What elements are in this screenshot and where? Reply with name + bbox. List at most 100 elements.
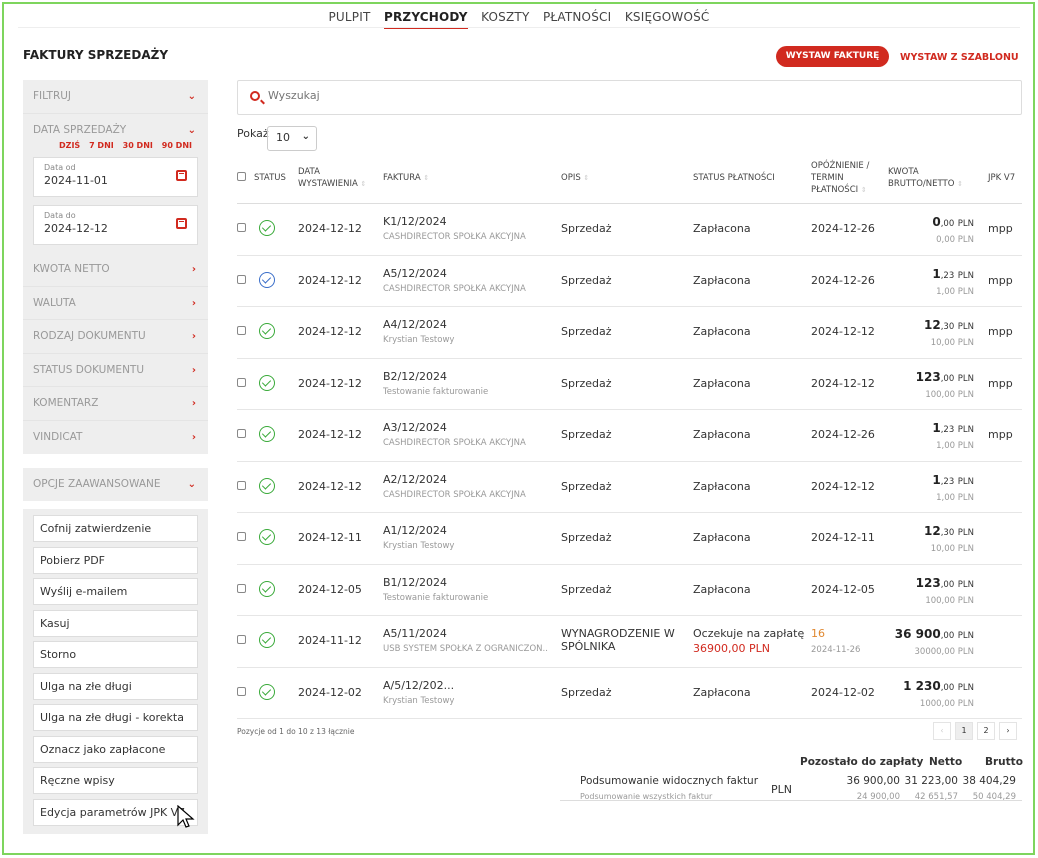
payment-amount-due: 36900,00 PLN bbox=[693, 642, 770, 655]
page-size-select[interactable]: 10 ⌄ bbox=[267, 126, 317, 151]
header-desc[interactable]: OPIS ⇕ bbox=[561, 172, 589, 184]
issue-from-template-button[interactable]: WYSTAW Z SZABLONU bbox=[900, 52, 1019, 63]
row-checkbox[interactable] bbox=[237, 223, 246, 232]
filter-net-amount[interactable]: KWOTA NETTO › bbox=[23, 253, 208, 287]
filter-header[interactable]: FILTRUJ ⌄ bbox=[23, 80, 208, 114]
header-invoice[interactable]: FAKTURA ⇕ bbox=[383, 172, 429, 184]
invoice-number[interactable]: A4/12/2024 bbox=[383, 318, 447, 331]
table-row[interactable]: 2024-12-05 B1/12/2024 Testowanie fakturowa… bbox=[237, 565, 1022, 616]
description: Sprzedaż bbox=[561, 273, 612, 287]
date-from-field[interactable]: Data od 2024-11-01 bbox=[33, 157, 198, 197]
calendar-icon[interactable] bbox=[176, 218, 187, 229]
action-bad-debt-correction[interactable]: Ulga na złe długi - korekta bbox=[33, 704, 198, 731]
filter-document-type[interactable]: RODZAJ DOKUMENTU › bbox=[23, 320, 208, 354]
invoice-number[interactable]: A/5/12/202... bbox=[383, 678, 455, 692]
action-send-email[interactable]: Wyślij e-mailem bbox=[33, 578, 198, 605]
header-desc-label: OPIS bbox=[561, 173, 581, 183]
table-row[interactable]: 2024-12-12 B2/12/2024 Testowanie fakturowa… bbox=[237, 359, 1022, 410]
row-checkbox[interactable] bbox=[237, 583, 246, 593]
table-row[interactable]: 2024-12-12 A2/12/2024 CASHDIRECTOR SPÓŁKA … bbox=[237, 462, 1022, 513]
row-checkbox[interactable] bbox=[237, 532, 246, 541]
action-manual-entries[interactable]: Ręczne wpisy bbox=[33, 767, 198, 794]
table-row[interactable]: 2024-11-12 A5/11/2024 USB SYSTEM SPÓŁKA Z … bbox=[237, 616, 1022, 668]
page-2-button[interactable]: 2 bbox=[977, 722, 995, 740]
action-mark-paid[interactable]: Oznacz jako zapłacone bbox=[33, 735, 198, 763]
issue-invoice-button[interactable]: WYSTAW FAKTURĘ bbox=[776, 46, 889, 67]
filter-document-status[interactable]: STATUS DOKUMENTU › bbox=[23, 354, 208, 387]
header-payment-status[interactable]: STATUS PŁATNOŚCI bbox=[693, 173, 775, 183]
quick-today[interactable]: DZIŚ bbox=[59, 141, 81, 150]
nav-platnosci[interactable]: PŁATNOŚCI bbox=[542, 10, 612, 24]
invoice-number[interactable]: A5/12/2024 bbox=[383, 266, 447, 280]
prev-page-button[interactable]: ‹ bbox=[933, 722, 951, 740]
invoice-number[interactable]: K1/12/2024 bbox=[383, 215, 447, 228]
header-amount[interactable]: KWOTA BRUTTO/NETTO ⇕ bbox=[888, 166, 963, 190]
summary-divider bbox=[560, 800, 1022, 801]
nav-przychody[interactable]: PRZYCHODY bbox=[383, 10, 468, 29]
summary-currency: PLN bbox=[771, 783, 792, 796]
table-row[interactable]: 2024-12-11 A1/12/2024 Krystian Testowy Sprz… bbox=[237, 513, 1022, 565]
invoice-number[interactable]: A5/11/2024 bbox=[383, 627, 447, 640]
filter-sale-date[interactable]: DATA SPRZEDAŻY ⌄ bbox=[23, 114, 208, 148]
invoice-number[interactable]: A3/12/2024 bbox=[383, 421, 447, 434]
issue-date: 2024-12-12 bbox=[298, 325, 362, 338]
filter-currency[interactable]: WALUTA › bbox=[23, 287, 208, 320]
gross-currency: PLN bbox=[957, 579, 974, 590]
row-checkbox[interactable] bbox=[237, 686, 246, 696]
gross-amount: 36 900,00 PLN bbox=[889, 627, 974, 641]
row-checkbox[interactable] bbox=[237, 274, 246, 284]
next-page-button[interactable]: › bbox=[999, 722, 1017, 740]
nav-pulpit[interactable]: PULPIT bbox=[328, 10, 371, 24]
date-to-field[interactable]: Data do 2024-12-12 bbox=[33, 205, 198, 245]
header-delay[interactable]: OPÓŹNIENIE / TERMIN PŁATNOŚCI ⇕ bbox=[811, 160, 869, 196]
row-checkbox[interactable] bbox=[237, 326, 246, 335]
table-row[interactable]: 2024-12-02 A/5/12/202... Krystian Testowy S… bbox=[237, 668, 1022, 719]
due-date: 2024-12-12 bbox=[811, 376, 875, 390]
action-undo-approval[interactable]: Cofnij zatwierdzenie bbox=[33, 515, 198, 542]
jpk-code: mpp bbox=[988, 428, 1013, 441]
chevron-down-icon: ⌄ bbox=[187, 479, 196, 490]
filter-comment[interactable]: KOMENTARZ › bbox=[23, 387, 208, 421]
nav-ksiegowosc[interactable]: KSIĘGOWOŚĆ bbox=[624, 10, 710, 24]
action-bad-debt-relief[interactable]: Ulga na złe długi bbox=[33, 672, 198, 700]
search-input[interactable] bbox=[268, 89, 768, 102]
page-1-button[interactable]: 1 bbox=[955, 722, 973, 740]
calendar-icon[interactable] bbox=[176, 170, 187, 181]
issue-date: 2024-12-11 bbox=[298, 531, 362, 544]
row-checkbox[interactable] bbox=[237, 635, 246, 644]
search-icon bbox=[250, 91, 260, 101]
client-name: Krystian Testowy bbox=[383, 695, 455, 706]
header-status[interactable]: STATUS bbox=[254, 173, 286, 183]
table-row[interactable]: 2024-12-12 A5/12/2024 CASHDIRECTOR SPÓŁKA … bbox=[237, 256, 1022, 307]
gross-amount-int: 1 bbox=[932, 472, 941, 487]
quick-7-days[interactable]: 7 DNI bbox=[89, 141, 114, 150]
net-amount: 30000,00 PLN bbox=[914, 647, 974, 657]
advanced-options-toggle[interactable]: OPCJE ZAAWANSOWANE ⌄ bbox=[23, 468, 208, 501]
header-date[interactable]: DATA WYSTAWIENIA ⇕ bbox=[298, 166, 366, 190]
select-all-checkbox[interactable] bbox=[237, 172, 246, 185]
table-row[interactable]: 2024-12-12 A4/12/2024 Krystian Testowy Sprz… bbox=[237, 307, 1022, 359]
invoice-number[interactable]: A2/12/2024 bbox=[383, 472, 447, 486]
action-download-pdf[interactable]: Pobierz PDF bbox=[33, 546, 198, 574]
nav-koszty[interactable]: KOSZTY bbox=[481, 10, 530, 24]
action-edit-jpk[interactable]: Edycja parametrów JPK V7 bbox=[33, 798, 198, 826]
net-amount: 1000,00 PLN bbox=[919, 698, 974, 709]
quick-90-days[interactable]: 90 DNI bbox=[161, 141, 192, 150]
payment-status: Zapłacona bbox=[693, 582, 751, 596]
row-checkbox[interactable] bbox=[237, 480, 246, 490]
table-row[interactable]: 2024-12-12 K1/12/2024 CASHDIRECTOR SPÓŁKA … bbox=[237, 204, 1022, 256]
row-checkbox[interactable] bbox=[237, 377, 246, 387]
invoice-number[interactable]: A1/12/2024 bbox=[383, 524, 447, 537]
invoice-number[interactable]: B1/12/2024 bbox=[383, 575, 447, 589]
net-amount: 10,00 PLN bbox=[930, 338, 974, 348]
filter-vindicat[interactable]: VINDICAT › bbox=[23, 421, 208, 455]
invoice-number[interactable]: B2/12/2024 bbox=[383, 369, 447, 383]
action-storno[interactable]: Storno bbox=[33, 641, 198, 668]
quick-30-days[interactable]: 30 DNI bbox=[122, 141, 153, 150]
header-jpk[interactable]: JPK V7 bbox=[988, 173, 1016, 183]
action-delete[interactable]: Kasuj bbox=[33, 609, 198, 637]
row-checkbox[interactable] bbox=[237, 429, 246, 438]
table-row[interactable]: 2024-12-12 A3/12/2024 CASHDIRECTOR SPÓŁKA … bbox=[237, 410, 1022, 462]
quick-date-range: DZIŚ 7 DNI 30 DNI 90 DNI bbox=[23, 141, 208, 157]
gross-amount-int: 0 bbox=[932, 215, 941, 229]
